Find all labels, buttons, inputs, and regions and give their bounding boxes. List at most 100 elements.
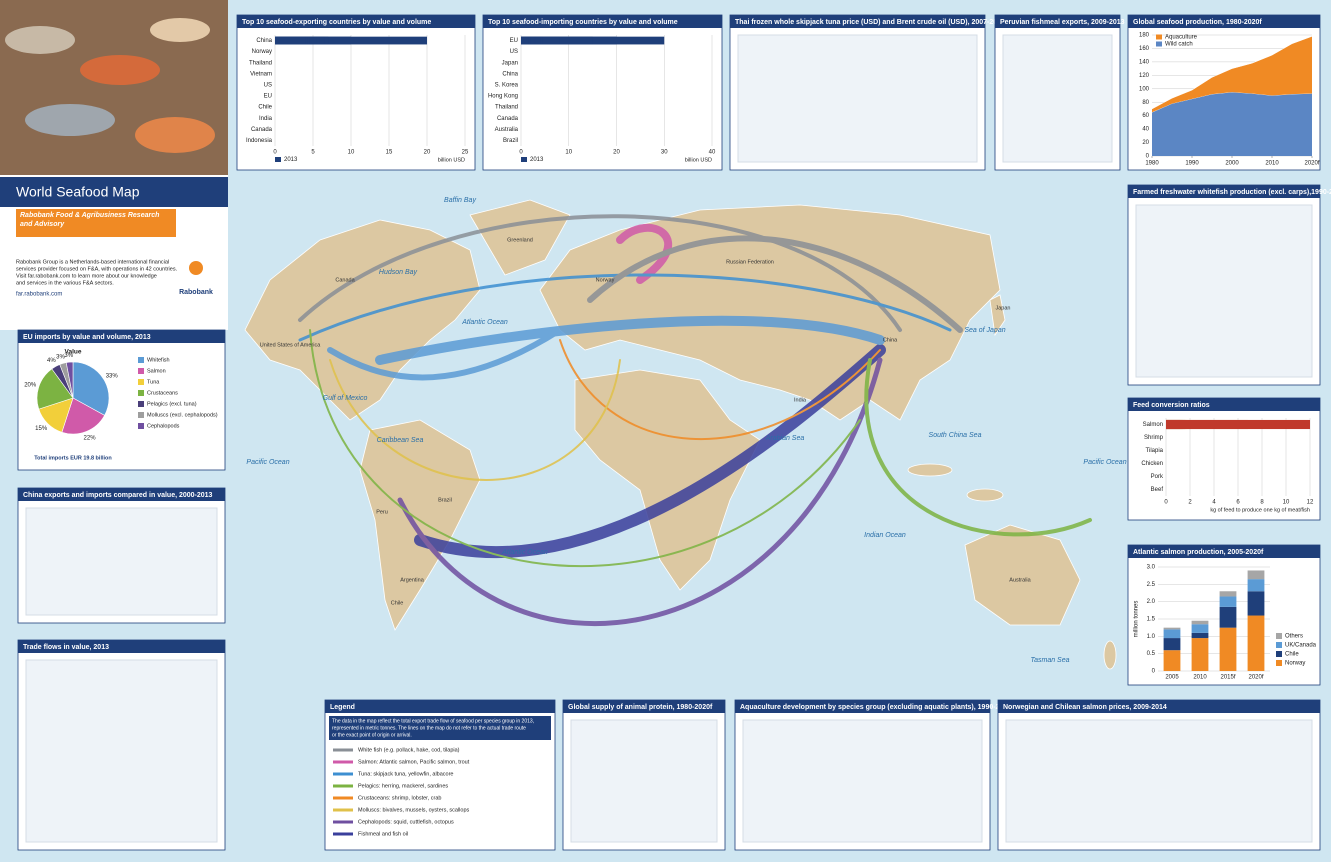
legend-swatch: [1156, 34, 1162, 40]
category-label: Australia: [495, 127, 519, 133]
panel-body: [1135, 204, 1313, 378]
x-axis-label: kg of feed to produce one kg of meat/fis…: [1210, 507, 1310, 513]
category-label: Canada: [251, 127, 273, 133]
pie-note: Total imports EUR 19.8 billion: [34, 455, 112, 461]
legend-label: Pelagics: herring, mackerel, sardines: [358, 783, 448, 789]
panel-title: Peruvian fishmeal exports, 2009-2013: [1000, 19, 1125, 26]
ocean-label: Caribbean Sea: [377, 437, 424, 444]
x-tick-label: 2020f: [1248, 675, 1263, 681]
x-tick-label: 2010: [1265, 161, 1279, 167]
bar-segment: [1163, 629, 1181, 639]
area-edge: [1151, 36, 1313, 110]
flow-arc: [327, 327, 563, 381]
category-label: Canada: [497, 116, 519, 122]
description-line: services provider focused on F&A, with o…: [16, 266, 178, 272]
category-label: Thailand: [495, 105, 518, 111]
x-tick-label: 25: [462, 150, 469, 156]
x-tick-label: 6: [1236, 500, 1240, 506]
legend-label: Wild catch: [1165, 42, 1193, 48]
title-band: [0, 177, 228, 207]
flow-arc: [375, 315, 885, 365]
pie-value-label: 4%: [47, 358, 56, 364]
panel-body: [742, 719, 983, 843]
area-edge: [1151, 91, 1313, 113]
legend-label: Norway: [1285, 661, 1305, 667]
panel-header: [1128, 545, 1320, 558]
bar-segment: [1191, 632, 1209, 639]
bar: [1166, 419, 1310, 430]
x-tick-label: 0: [273, 150, 277, 156]
category-label: Salmon: [1143, 422, 1163, 428]
bar-segment: [1191, 638, 1209, 671]
category-label: Indonesia: [246, 138, 273, 144]
x-tick-label: 0: [1164, 500, 1168, 506]
country-label: India: [794, 397, 807, 403]
category-label: US: [264, 83, 272, 89]
country-label: Greenland: [507, 237, 533, 243]
pie-subtitle: Value: [65, 349, 82, 356]
pie-value-label: 3%: [56, 354, 65, 360]
y-tick-label: 2.0: [1147, 599, 1156, 605]
panel-body: [737, 34, 978, 163]
panel-title: Atlantic salmon production, 2005-2020f: [1133, 549, 1264, 556]
flow-arc: [329, 359, 621, 481]
panel-header: [1128, 398, 1320, 411]
category-label: Vietnam: [250, 71, 272, 77]
category-label: Brazil: [503, 138, 518, 144]
panel-header: [998, 700, 1320, 713]
legend-swatch: [138, 412, 144, 418]
country-label: Canada: [335, 277, 355, 283]
ocean-label: Sea of Japan: [964, 327, 1005, 334]
x-tick-label: 2005: [1165, 675, 1179, 681]
flow-arc: [616, 223, 673, 284]
y-tick-label: 80: [1142, 100, 1149, 106]
y-tick-label: 140: [1139, 59, 1150, 65]
legend-swatch: [1276, 651, 1282, 657]
legend-label: Cephalopods: [147, 423, 180, 429]
poster-title: World Seafood Map: [16, 184, 140, 200]
north-america: [244, 219, 481, 421]
panel-header: [18, 330, 225, 343]
panel-header: [995, 15, 1120, 28]
description: Rabobank Group is a Netherlands-based in…: [16, 259, 178, 286]
indonesia: [907, 463, 953, 477]
panel-header: [1128, 15, 1320, 28]
pie-slice: [65, 361, 74, 399]
bar-segment: [1247, 591, 1265, 616]
legend-label: Chile: [1285, 652, 1299, 658]
flow-arc: [587, 235, 963, 333]
y-tick-label: 120: [1139, 73, 1150, 79]
bar-segment: [1163, 638, 1181, 651]
x-tick-label: 1980: [1145, 161, 1159, 167]
legend-swatch: [275, 157, 281, 162]
legend-swatch: [138, 401, 144, 407]
africa: [574, 369, 761, 591]
fish-shape: [25, 104, 115, 136]
panel-body: [570, 719, 718, 843]
y-tick-label: 60: [1142, 113, 1149, 119]
pie-slice: [72, 361, 110, 416]
legend-label: Aquaculture: [1165, 35, 1198, 41]
flow-arc: [298, 214, 902, 332]
australia: [964, 524, 1081, 626]
x-tick-label: 2: [1188, 500, 1192, 506]
legend-label: Molluscs: bivalves, mussels, oysters, sc…: [358, 807, 470, 813]
x-tick-label: 10: [1283, 500, 1290, 506]
x-axis-label: billion USD: [685, 157, 712, 163]
panel-header: [237, 15, 475, 28]
panel-header: [735, 700, 990, 713]
y-tick-label: 0.5: [1147, 651, 1156, 657]
bar: [275, 36, 306, 45]
pie-slice: [36, 368, 74, 410]
x-tick-label: 0: [519, 150, 523, 156]
legend-note-bg: [329, 716, 551, 740]
ocean-label: Tasman Sea: [1030, 657, 1069, 664]
flow-arc: [414, 344, 886, 558]
category-label: China: [256, 38, 272, 44]
area: [1152, 92, 1312, 156]
x-tick-label: 20: [613, 150, 620, 156]
y-tick-label: 40: [1142, 127, 1149, 133]
bar-segment: [1163, 627, 1181, 630]
